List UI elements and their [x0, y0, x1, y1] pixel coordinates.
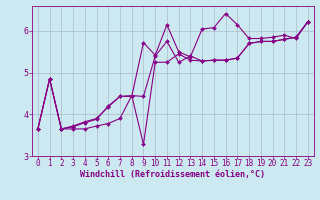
X-axis label: Windchill (Refroidissement éolien,°C): Windchill (Refroidissement éolien,°C) — [80, 170, 265, 179]
